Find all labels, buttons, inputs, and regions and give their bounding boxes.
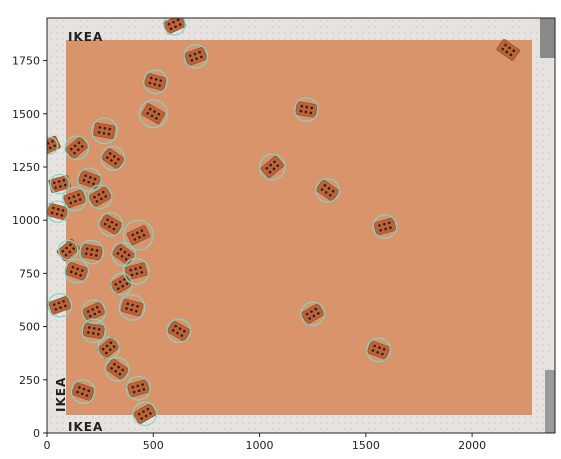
detection-circles-layer bbox=[47, 18, 398, 427]
y-tick-label: 500 bbox=[19, 321, 40, 334]
detection-circle bbox=[300, 301, 325, 327]
wooden-board bbox=[66, 40, 532, 415]
brick bbox=[88, 186, 112, 208]
detection-circle bbox=[122, 219, 154, 251]
brick bbox=[301, 303, 325, 325]
detection-circle bbox=[118, 294, 146, 321]
photo: IKEA IKEA IKEA bbox=[47, 18, 555, 434]
brick bbox=[65, 261, 89, 281]
brick bbox=[47, 135, 61, 156]
detection-circle bbox=[183, 44, 209, 69]
y-tick-label: 750 bbox=[19, 267, 40, 280]
frame-shadow-bottom bbox=[545, 370, 555, 433]
y-tick-label: 250 bbox=[19, 374, 40, 387]
detection-circle bbox=[58, 239, 79, 261]
detection-circle bbox=[315, 178, 340, 203]
detection-circle bbox=[111, 241, 136, 267]
y-axis: 0 250 500 750 1000 1250 1500 1750 bbox=[12, 55, 47, 440]
brick bbox=[105, 358, 129, 380]
detection-circle bbox=[110, 272, 133, 296]
y-tick-label: 1250 bbox=[12, 161, 40, 174]
brick bbox=[80, 243, 103, 261]
y-tick-label: 1500 bbox=[12, 108, 40, 121]
detection-circle bbox=[166, 318, 192, 344]
detection-circle bbox=[81, 299, 107, 324]
brick bbox=[315, 179, 340, 202]
brick bbox=[82, 322, 105, 340]
x-tick-label: 1000 bbox=[246, 439, 274, 452]
x-tick-label: 1500 bbox=[352, 439, 380, 452]
y-tick-label: 0 bbox=[33, 427, 40, 440]
detection-circle bbox=[122, 257, 150, 285]
brick bbox=[184, 46, 208, 66]
detection-circle bbox=[126, 376, 151, 401]
brick bbox=[71, 382, 95, 401]
ikea-logo-bottom: IKEA bbox=[68, 420, 103, 434]
brick bbox=[124, 262, 148, 281]
brick bbox=[133, 403, 157, 425]
detection-circle bbox=[163, 18, 186, 36]
bricks-layer bbox=[47, 18, 520, 425]
detection-circle bbox=[143, 69, 168, 95]
x-tick-label: 0 bbox=[44, 439, 51, 452]
x-tick-label: 2000 bbox=[458, 439, 486, 452]
frame-shadow-top bbox=[540, 18, 555, 58]
detection-circle bbox=[49, 173, 70, 195]
ikea-logo-side: IKEA bbox=[54, 377, 68, 412]
brick bbox=[373, 217, 397, 236]
detection-circle bbox=[100, 146, 126, 171]
brick bbox=[260, 155, 284, 179]
detection-circle bbox=[138, 99, 168, 129]
x-tick-label: 500 bbox=[143, 439, 164, 452]
brick bbox=[63, 189, 87, 209]
brick bbox=[101, 147, 125, 170]
detection-circle bbox=[47, 136, 59, 155]
brick bbox=[126, 225, 151, 246]
brick bbox=[167, 320, 191, 342]
y-tick-label: 1750 bbox=[12, 55, 40, 68]
detection-circle bbox=[64, 258, 90, 284]
brick bbox=[99, 214, 123, 235]
detection-circle bbox=[91, 117, 118, 145]
detection-circle bbox=[64, 135, 90, 161]
brick-undetected bbox=[496, 39, 520, 61]
detection-circle bbox=[372, 214, 398, 239]
detection-circle bbox=[294, 97, 319, 122]
detection-circle bbox=[47, 200, 69, 223]
detection-circle bbox=[62, 186, 87, 212]
axes-frame bbox=[46, 17, 556, 434]
brick bbox=[141, 103, 165, 125]
y-tick-label: 1000 bbox=[12, 214, 40, 227]
brick bbox=[97, 336, 121, 359]
brick bbox=[367, 340, 391, 360]
brick bbox=[162, 18, 187, 35]
brick bbox=[109, 273, 134, 295]
brick bbox=[144, 73, 167, 91]
brick bbox=[295, 101, 318, 118]
x-axis: 0 500 1000 1500 2000 bbox=[44, 433, 486, 452]
detection-circle bbox=[47, 293, 73, 318]
detection-circle bbox=[258, 153, 286, 181]
detection-circle bbox=[98, 212, 124, 237]
brick bbox=[82, 301, 106, 322]
ikea-logo-top: IKEA bbox=[68, 30, 103, 44]
detection-circle bbox=[132, 401, 158, 427]
brick bbox=[111, 243, 136, 266]
detection-circle bbox=[70, 379, 96, 404]
brick bbox=[93, 122, 116, 139]
detection-circle bbox=[97, 336, 120, 360]
brick bbox=[48, 175, 72, 193]
detection-circle bbox=[104, 356, 130, 382]
brick bbox=[120, 298, 144, 317]
detection-circle bbox=[77, 167, 102, 193]
brick bbox=[78, 170, 102, 190]
detection-circle bbox=[79, 239, 104, 265]
detection-circle bbox=[81, 318, 107, 344]
brick bbox=[47, 202, 69, 221]
brick bbox=[65, 136, 89, 159]
brick bbox=[48, 295, 72, 315]
brick bbox=[127, 379, 150, 398]
detection-circle bbox=[366, 337, 391, 363]
